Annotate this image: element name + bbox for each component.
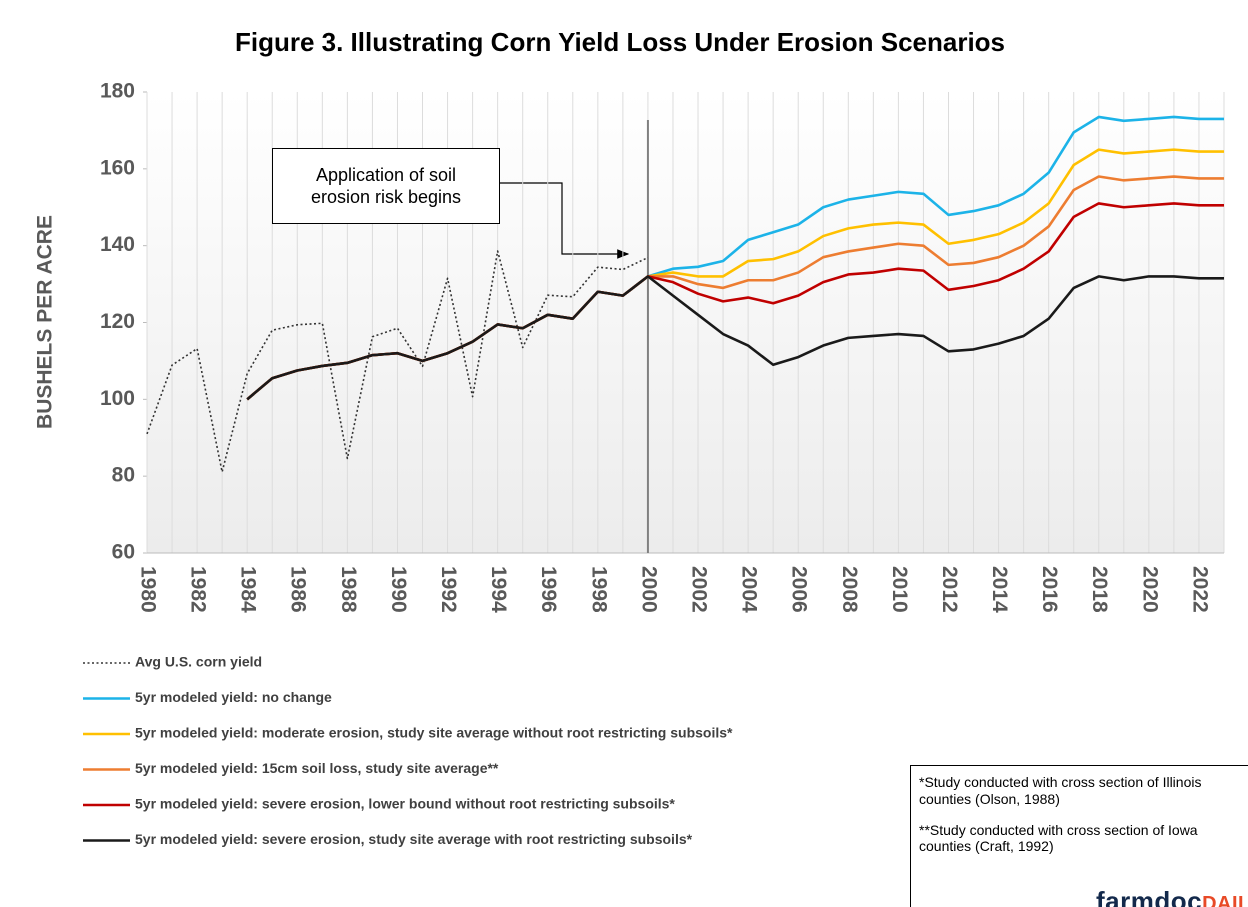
y-tick-label: 100: [100, 387, 135, 410]
annotation-text: Application of soil erosion risk begins: [310, 164, 462, 208]
footnote: **Study conducted with cross section of …: [919, 821, 1198, 855]
x-tick-label: 2000: [637, 566, 660, 613]
legend-label: 5yr modeled yield: moderate erosion, stu…: [135, 725, 733, 741]
x-tick-label: 1984: [237, 566, 260, 613]
x-tick-label: 2004: [738, 566, 761, 613]
x-tick-label: 2018: [1088, 566, 1111, 613]
x-tick-label: 1980: [136, 566, 159, 613]
y-axis-label: BUSHELS PER ACRE: [34, 215, 57, 429]
x-tick-label: 2022: [1188, 566, 1211, 613]
x-tick-label: 2008: [838, 566, 861, 613]
annotation-arrow: [500, 182, 630, 259]
footnote: *Study conducted with cross section of I…: [919, 774, 1202, 807]
chart-title: Figure 3. Illustrating Corn Yield Loss U…: [235, 27, 1005, 57]
series-line: [246, 275, 1224, 401]
x-tick-label: 1998: [587, 566, 610, 613]
x-tick-label: 2020: [1138, 566, 1161, 613]
x-tick-label: 2010: [888, 566, 911, 613]
y-tick-label: 180: [100, 80, 135, 103]
logo: farmdocDAILY: [1096, 886, 1248, 907]
y-tick-label: 120: [100, 310, 135, 333]
x-tick-label: 1996: [537, 566, 560, 613]
legend-label: 5yr modeled yield: 15cm soil loss, study…: [135, 760, 499, 776]
x-tick-label: 1994: [487, 566, 510, 613]
legend-label: 5yr modeled yield: severe erosion, study…: [135, 831, 693, 847]
legend-label: Avg U.S. corn yield: [135, 654, 262, 670]
logo-part: farmdoc: [1096, 886, 1203, 907]
x-tick-label: 2014: [988, 566, 1011, 613]
legend-label: 5yr modeled yield: no change: [135, 689, 332, 705]
y-tick-label: 160: [100, 156, 135, 179]
x-tick-label: 2002: [687, 566, 710, 613]
x-tick-label: 1986: [287, 566, 310, 613]
footnote-box: *Study conducted with cross section of I…: [910, 765, 1248, 907]
x-tick-label: 1982: [187, 566, 210, 613]
x-tick-label: 2012: [938, 566, 961, 613]
x-tick-label: 1988: [337, 566, 360, 613]
logo-part: DAILY: [1202, 893, 1248, 907]
annotation-box: Application of soil erosion risk begins: [272, 148, 500, 224]
legend-label: 5yr modeled yield: severe erosion, lower…: [135, 796, 675, 812]
series-line: [146, 250, 649, 473]
x-tick-label: 2016: [1038, 566, 1061, 613]
y-tick-label: 60: [112, 541, 135, 564]
y-tick-label: 140: [100, 233, 135, 256]
x-tick-label: 1990: [387, 566, 410, 613]
y-tick-label: 80: [112, 464, 135, 487]
x-tick-label: 1992: [437, 566, 460, 613]
x-tick-label: 2006: [788, 566, 811, 613]
